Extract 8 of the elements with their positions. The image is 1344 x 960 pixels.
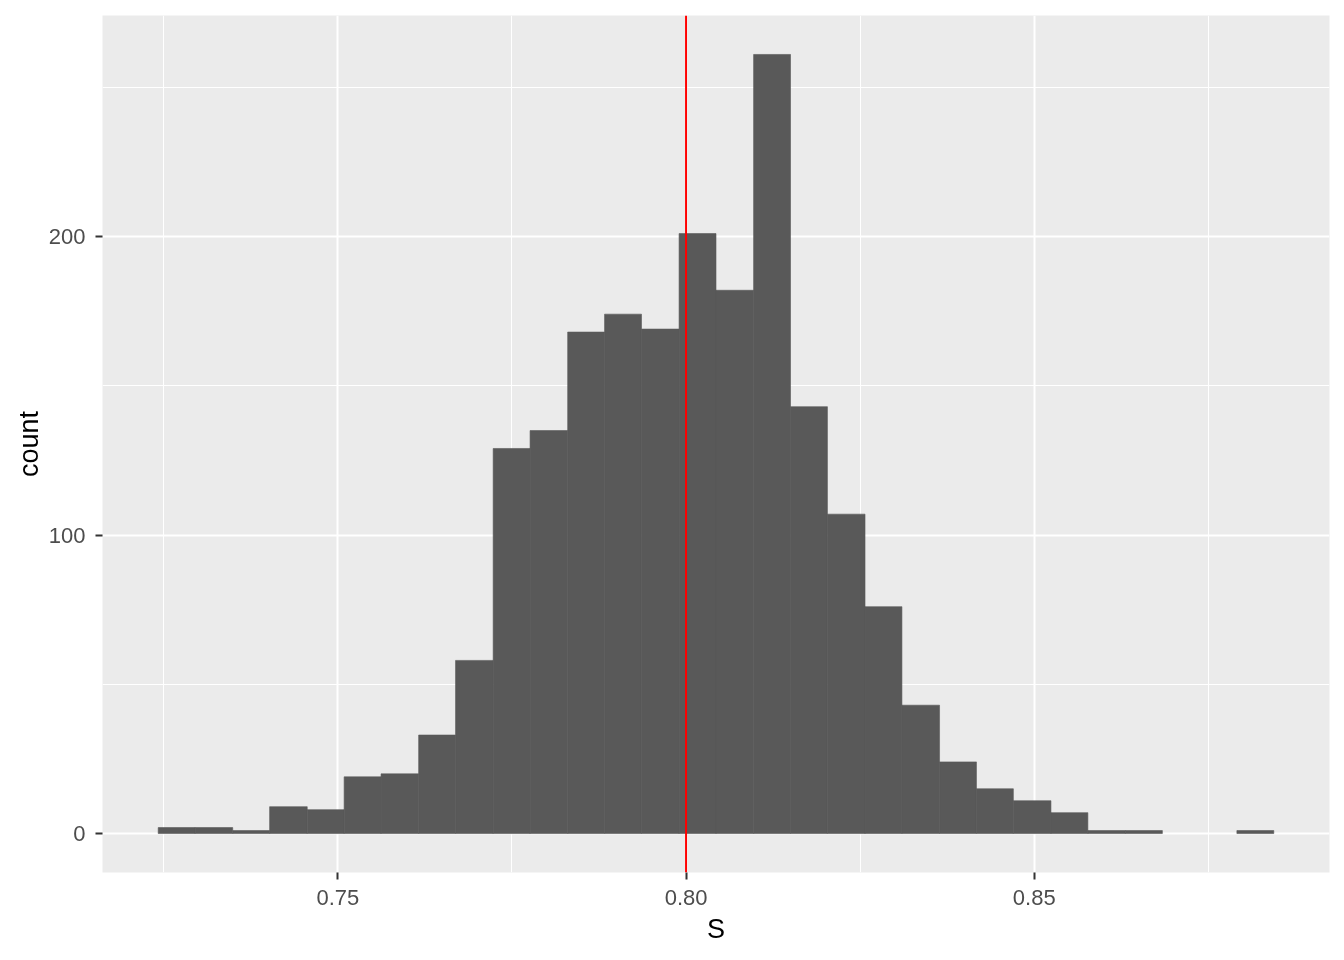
x-tick-label: 0.85 <box>1012 884 1056 910</box>
y-tick-label: 0 <box>73 821 86 847</box>
x-axis-title: S <box>707 913 726 944</box>
x-tick-label: 0.75 <box>316 884 360 910</box>
y-axis-title: count <box>13 410 44 478</box>
y-tick-label: 200 <box>48 224 86 250</box>
x-tick-label: 0.80 <box>664 884 708 910</box>
y-tick-label: 100 <box>48 522 86 548</box>
